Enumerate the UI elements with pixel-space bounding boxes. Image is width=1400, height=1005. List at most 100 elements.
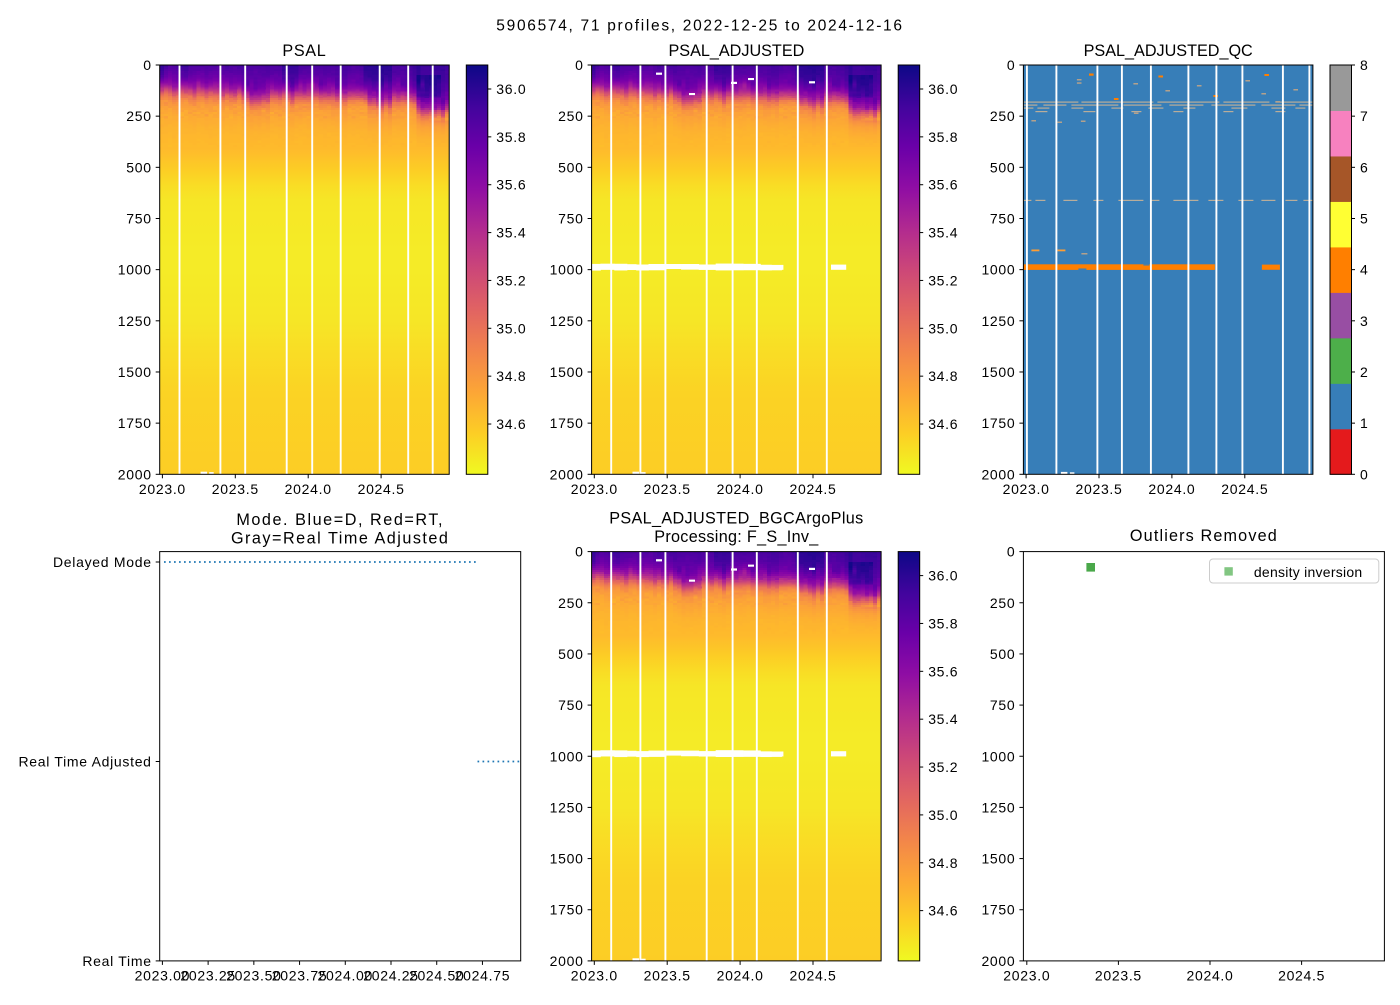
svg-text:34.8: 34.8: [496, 368, 526, 384]
svg-text:250: 250: [558, 595, 583, 611]
svg-text:2024.00: 2024.00: [318, 967, 374, 983]
svg-text:2023.5: 2023.5: [644, 967, 691, 983]
svg-text:2024.25: 2024.25: [363, 967, 419, 983]
svg-text:2023.00: 2023.00: [135, 967, 191, 983]
svg-text:2024.5: 2024.5: [1278, 967, 1325, 983]
svg-text:2023.5: 2023.5: [212, 481, 259, 497]
svg-text:2000: 2000: [118, 466, 152, 482]
svg-text:35.2: 35.2: [496, 272, 526, 288]
svg-text:750: 750: [558, 697, 583, 713]
svg-text:2023.5: 2023.5: [644, 481, 691, 497]
svg-text:2024.5: 2024.5: [1221, 481, 1268, 497]
svg-text:750: 750: [990, 210, 1015, 226]
svg-text:35.8: 35.8: [496, 129, 526, 145]
svg-text:0: 0: [575, 544, 584, 560]
svg-text:2024.0: 2024.0: [285, 481, 332, 497]
svg-text:0: 0: [1007, 544, 1016, 560]
svg-text:1000: 1000: [550, 748, 584, 764]
svg-text:1000: 1000: [118, 262, 152, 278]
svg-text:2024.5: 2024.5: [789, 967, 836, 983]
svg-text:2023.0: 2023.0: [571, 481, 618, 497]
svg-text:34.8: 34.8: [928, 368, 958, 384]
svg-text:35.4: 35.4: [928, 711, 958, 727]
svg-text:1250: 1250: [981, 799, 1015, 815]
svg-text:1750: 1750: [118, 415, 152, 431]
svg-text:2023.0: 2023.0: [139, 481, 186, 497]
svg-text:2023.50: 2023.50: [226, 967, 282, 983]
svg-text:250: 250: [558, 108, 583, 124]
svg-text:2023.0: 2023.0: [571, 967, 618, 983]
svg-text:2024.5: 2024.5: [789, 481, 836, 497]
svg-text:34.6: 34.6: [496, 416, 526, 432]
svg-text:1250: 1250: [550, 313, 584, 329]
svg-text:4: 4: [1360, 262, 1369, 278]
svg-text:1500: 1500: [118, 364, 152, 380]
svg-text:5906574, 71 profiles, 2022-12-: 5906574, 71 profiles, 2022-12-25 to 2024…: [496, 17, 903, 34]
svg-text:35.0: 35.0: [928, 807, 958, 823]
svg-text:1: 1: [1360, 415, 1369, 431]
svg-text:7: 7: [1360, 108, 1369, 124]
svg-text:2000: 2000: [550, 953, 584, 969]
svg-text:Processing: F_S_Inv_: Processing: F_S_Inv_: [654, 528, 819, 546]
svg-text:2023.5: 2023.5: [1095, 967, 1142, 983]
svg-text:500: 500: [126, 159, 151, 175]
svg-text:1000: 1000: [981, 748, 1015, 764]
svg-text:2024.0: 2024.0: [717, 481, 764, 497]
svg-text:0: 0: [1007, 57, 1016, 73]
svg-text:35.8: 35.8: [928, 615, 958, 631]
svg-text:6: 6: [1360, 159, 1369, 175]
svg-text:35.0: 35.0: [928, 320, 958, 336]
svg-text:0: 0: [143, 57, 152, 73]
svg-text:2000: 2000: [550, 466, 584, 482]
svg-text:1500: 1500: [550, 851, 584, 867]
svg-text:3: 3: [1360, 313, 1369, 329]
svg-text:35.0: 35.0: [496, 320, 526, 336]
svg-text:PSAL_ADJUSTED_BGCArgoPlus: PSAL_ADJUSTED_BGCArgoPlus: [609, 510, 863, 528]
svg-text:2023.0: 2023.0: [1003, 967, 1050, 983]
svg-text:1750: 1750: [550, 902, 584, 918]
svg-text:Outliers Removed: Outliers Removed: [1130, 527, 1278, 545]
svg-text:PSAL_ADJUSTED: PSAL_ADJUSTED: [668, 42, 804, 60]
svg-text:1000: 1000: [981, 262, 1015, 278]
svg-text:750: 750: [126, 210, 151, 226]
svg-text:35.6: 35.6: [928, 663, 958, 679]
svg-text:500: 500: [990, 646, 1015, 662]
svg-text:2: 2: [1360, 364, 1369, 380]
svg-text:35.6: 35.6: [928, 177, 958, 193]
svg-text:35.4: 35.4: [496, 225, 526, 241]
svg-text:750: 750: [558, 210, 583, 226]
svg-text:5: 5: [1360, 210, 1369, 226]
svg-text:36.0: 36.0: [928, 568, 958, 584]
svg-text:2023.0: 2023.0: [1003, 481, 1050, 497]
svg-text:35.2: 35.2: [928, 272, 958, 288]
svg-text:2024.0: 2024.0: [1148, 481, 1195, 497]
svg-text:Mode. Blue=D, Red=RT,: Mode. Blue=D, Red=RT,: [236, 511, 444, 529]
svg-text:Gray=Real Time Adjusted: Gray=Real Time Adjusted: [231, 530, 450, 548]
svg-text:250: 250: [990, 108, 1015, 124]
svg-text:Real Time Adjusted: Real Time Adjusted: [18, 754, 151, 770]
svg-text:0: 0: [1360, 466, 1369, 482]
svg-text:36.0: 36.0: [496, 81, 526, 97]
svg-text:35.2: 35.2: [928, 759, 958, 775]
svg-text:1500: 1500: [550, 364, 584, 380]
svg-text:500: 500: [558, 159, 583, 175]
svg-text:34.6: 34.6: [928, 903, 958, 919]
svg-text:Delayed Mode: Delayed Mode: [53, 554, 152, 570]
svg-text:1750: 1750: [550, 415, 584, 431]
svg-text:750: 750: [990, 697, 1015, 713]
svg-text:500: 500: [990, 159, 1015, 175]
svg-text:2000: 2000: [981, 953, 1015, 969]
svg-text:1750: 1750: [981, 902, 1015, 918]
svg-text:34.8: 34.8: [928, 855, 958, 871]
svg-text:2024.75: 2024.75: [455, 967, 511, 983]
svg-text:2024.0: 2024.0: [1186, 967, 1233, 983]
svg-text:1000: 1000: [550, 262, 584, 278]
svg-text:2024.5: 2024.5: [358, 481, 405, 497]
svg-text:1250: 1250: [550, 799, 584, 815]
svg-text:1250: 1250: [981, 313, 1015, 329]
svg-text:2024.0: 2024.0: [717, 967, 764, 983]
svg-text:1250: 1250: [118, 313, 152, 329]
svg-text:250: 250: [990, 595, 1015, 611]
svg-text:Real Time: Real Time: [82, 953, 151, 969]
svg-text:2023.5: 2023.5: [1075, 481, 1122, 497]
